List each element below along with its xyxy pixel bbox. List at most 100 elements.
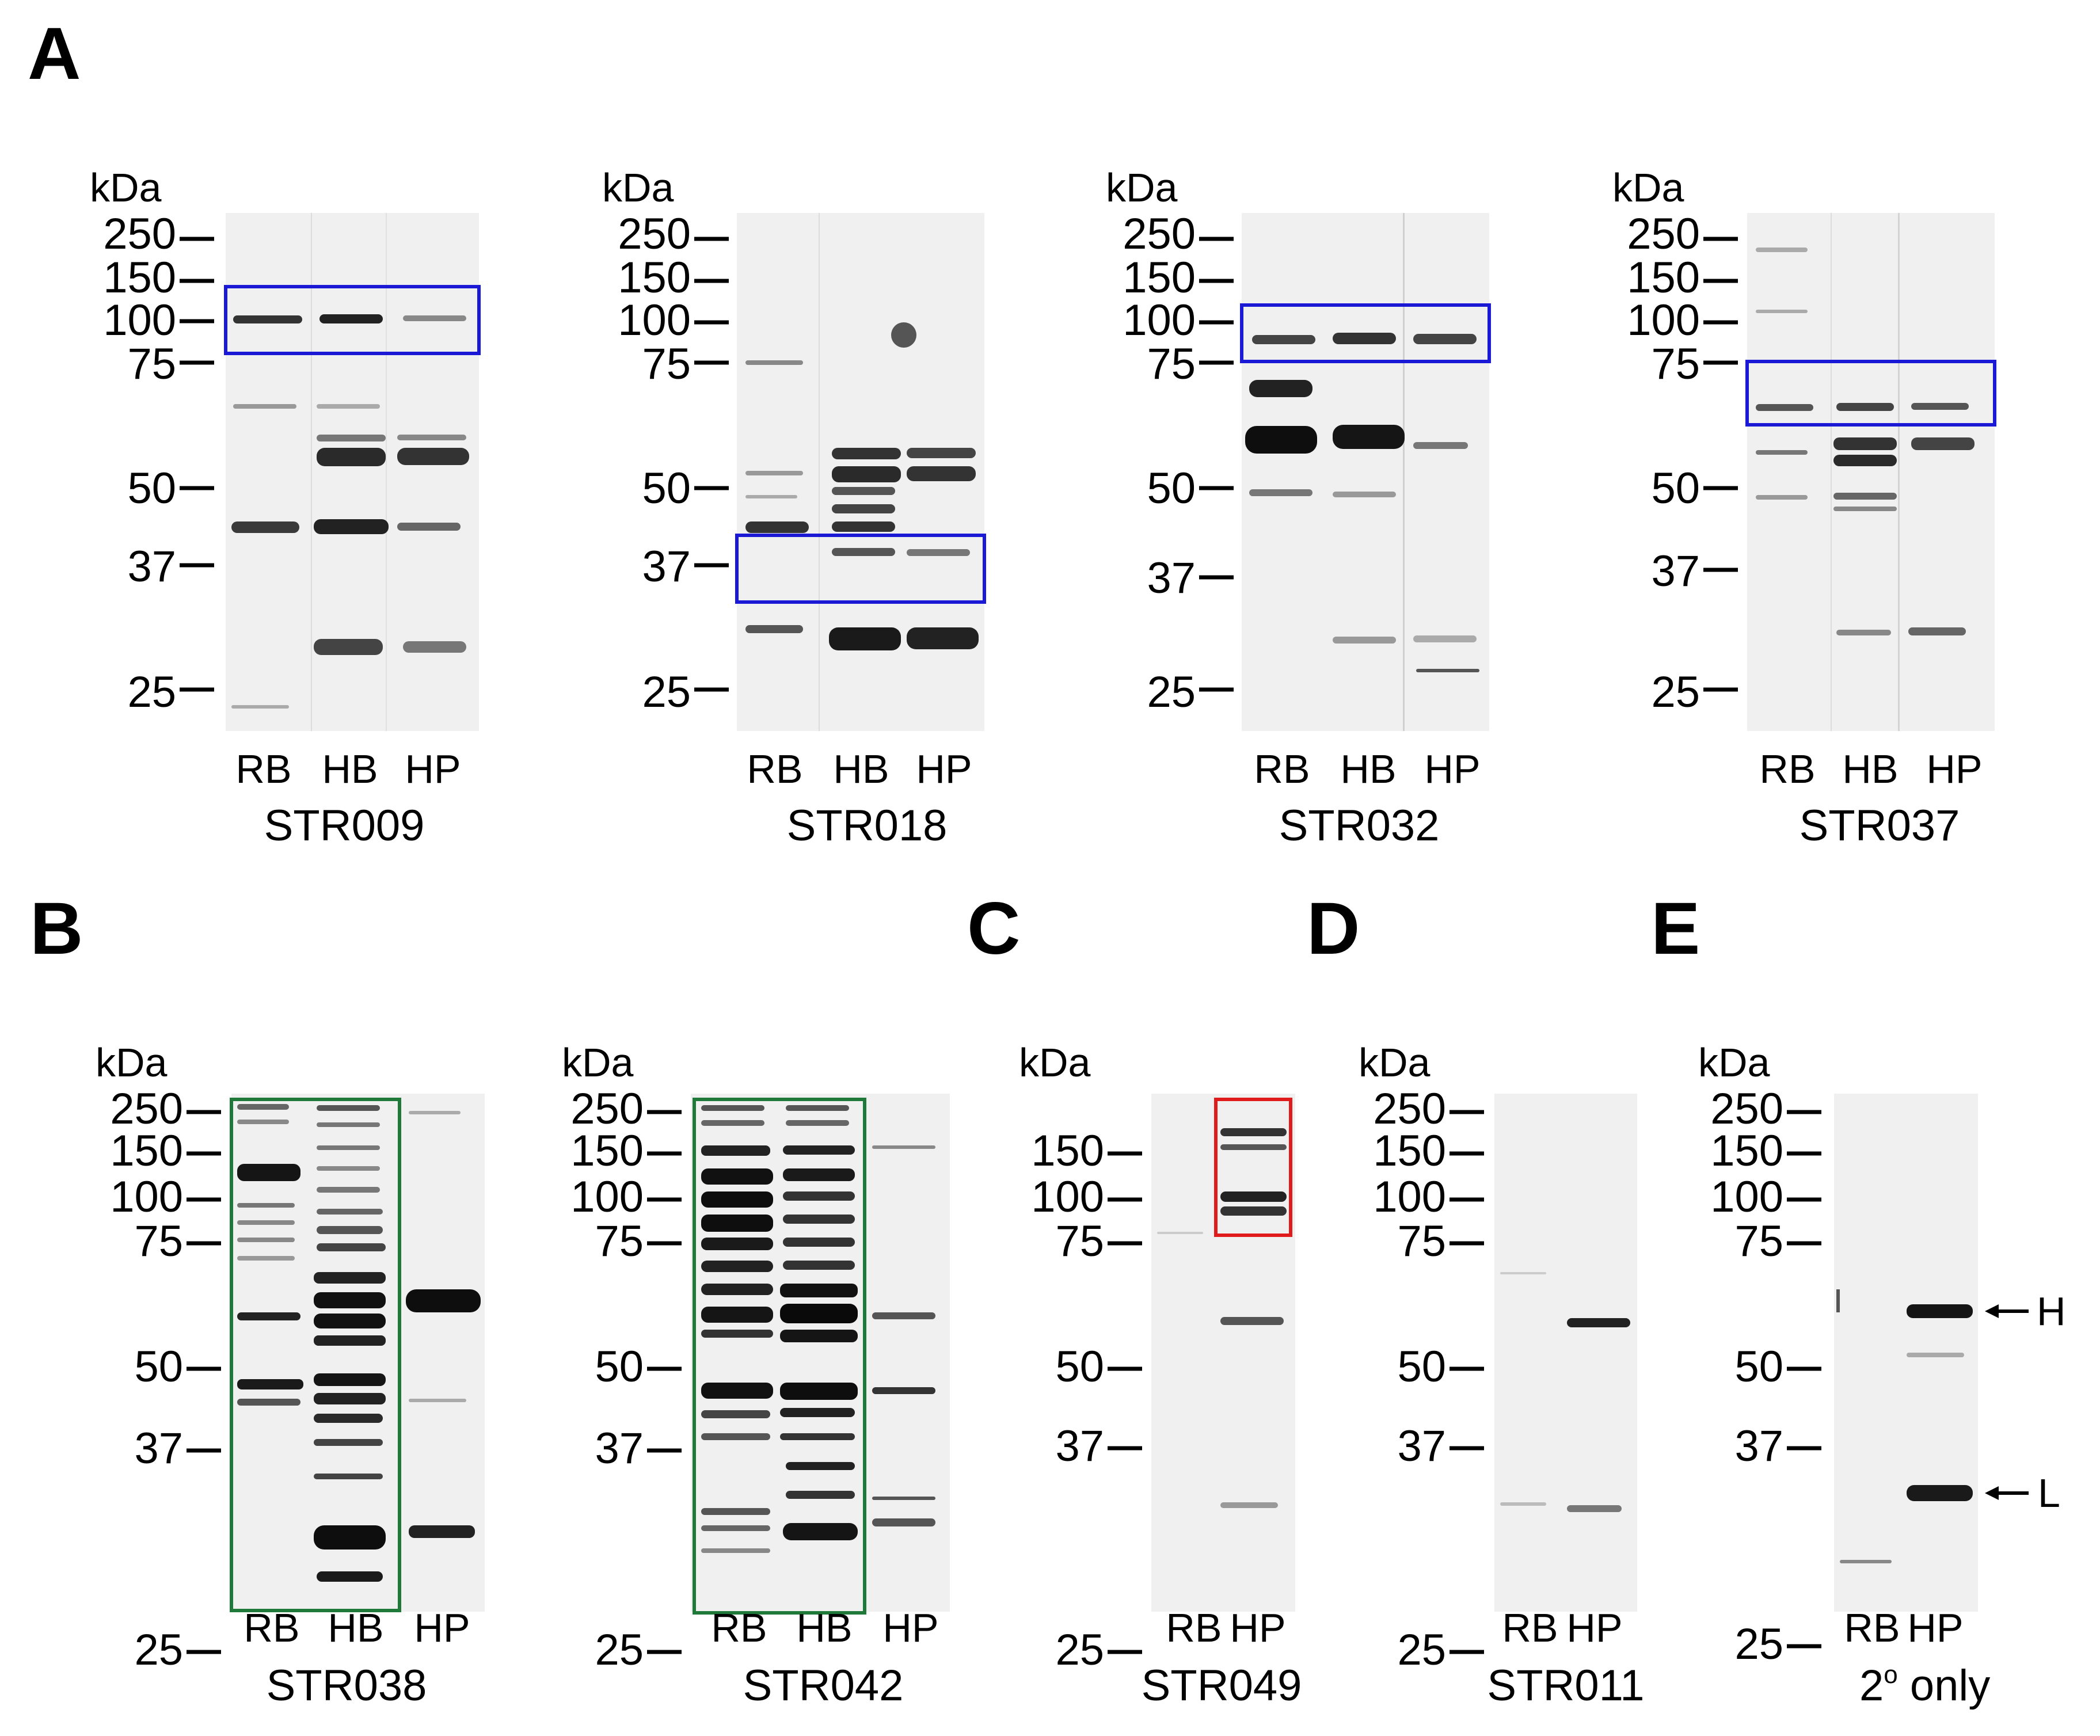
svg-text:75: 75 <box>1397 1217 1446 1266</box>
svg-text:RB: RB <box>1166 1605 1222 1650</box>
svg-text:37: 37 <box>1397 1422 1446 1471</box>
lane-labels: RB HB HP <box>244 1605 470 1650</box>
svg-text:75: 75 <box>1734 1217 1783 1266</box>
svg-text:50: 50 <box>1651 464 1700 513</box>
svg-text:25: 25 <box>595 1625 644 1674</box>
svg-text:100: 100 <box>570 1172 644 1221</box>
svg-text:37: 37 <box>1147 554 1196 603</box>
svg-text:RB: RB <box>711 1605 767 1650</box>
svg-text:150: 150 <box>1710 1126 1783 1175</box>
sample-label: STR009 <box>264 801 425 846</box>
svg-text:250: 250 <box>1710 1084 1783 1133</box>
svg-text:250: 250 <box>110 1084 183 1133</box>
blot-str032: kDa 250 150 100 75 50 <box>1097 155 1534 846</box>
svg-text:150: 150 <box>103 253 176 302</box>
sample-label: STR011 <box>1487 1661 1644 1710</box>
svg-text:50: 50 <box>642 464 691 513</box>
highlight-box <box>1240 303 1491 363</box>
svg-text:75: 75 <box>1055 1217 1104 1266</box>
svg-text:100: 100 <box>1710 1172 1783 1221</box>
blot-secondary-only: kDa 250 150 100 75 50 37 25 <box>1692 1030 2095 1733</box>
sample-label: 2o only <box>1859 1661 1990 1710</box>
svg-text:150: 150 <box>1627 253 1700 302</box>
highlight-box <box>1214 1098 1292 1237</box>
svg-text:150: 150 <box>570 1126 644 1175</box>
svg-text:50: 50 <box>127 464 176 513</box>
svg-text:25: 25 <box>127 668 176 717</box>
svg-text:25: 25 <box>1651 668 1700 717</box>
kda-label: kDa <box>1698 1040 1770 1085</box>
bands <box>1500 1272 1630 1512</box>
svg-text:37: 37 <box>642 542 691 591</box>
svg-text:150: 150 <box>1123 253 1196 302</box>
lane-labels: RB HB HP <box>1254 747 1480 791</box>
mw-markers: 250 150 100 75 50 37 25 <box>103 210 214 717</box>
bands <box>745 322 979 650</box>
svg-text:150: 150 <box>1373 1126 1446 1175</box>
panel-letter-e: E <box>1651 888 1700 970</box>
kda-label: kDa <box>96 1040 168 1085</box>
svg-text:37: 37 <box>1055 1422 1104 1471</box>
highlight-box <box>693 1098 866 1615</box>
membrane <box>1242 213 1489 731</box>
svg-text:H: H <box>2037 1289 2066 1334</box>
svg-text:37: 37 <box>127 542 176 591</box>
bands <box>1157 1128 1287 1508</box>
arrow-light-chain: L <box>1985 1471 2060 1516</box>
kda-label: kDa <box>1359 1040 1431 1085</box>
svg-text:HP: HP <box>1926 747 1982 791</box>
svg-text:25: 25 <box>1055 1625 1104 1674</box>
kda-label: kDa <box>1612 165 1684 210</box>
svg-text:HB: HB <box>1340 747 1396 791</box>
svg-text:RB: RB <box>1254 747 1310 791</box>
svg-text:250: 250 <box>570 1084 644 1133</box>
svg-text:HP: HP <box>1566 1605 1622 1650</box>
svg-text:250: 250 <box>1123 210 1196 258</box>
kda-label: kDa <box>90 165 162 210</box>
svg-text:100: 100 <box>1123 296 1196 345</box>
membrane <box>1747 213 1995 731</box>
svg-text:250: 250 <box>103 210 176 258</box>
svg-text:HP: HP <box>1424 747 1480 791</box>
svg-text:50: 50 <box>1147 464 1196 513</box>
svg-text:37: 37 <box>1651 547 1700 596</box>
kda-label: kDa <box>562 1040 634 1085</box>
svg-text:RB: RB <box>235 747 291 791</box>
lane-labels: RB HB HP <box>235 747 461 791</box>
membrane <box>1151 1094 1295 1612</box>
svg-text:37: 37 <box>134 1424 183 1473</box>
svg-text:100: 100 <box>103 296 176 345</box>
svg-text:HB: HB <box>328 1605 383 1650</box>
panel-letter-a: A <box>28 13 81 95</box>
blot-str037: kDa 250 150 100 75 <box>1603 155 2041 846</box>
blot-str042: kDa <box>553 1030 967 1733</box>
highlight-box <box>1745 360 1996 427</box>
svg-text:RB: RB <box>1502 1605 1558 1650</box>
svg-text:L: L <box>2038 1471 2060 1516</box>
svg-text:50: 50 <box>1734 1342 1783 1391</box>
svg-text:HP: HP <box>1907 1605 1963 1650</box>
panel-letter-c: C <box>967 888 1021 970</box>
svg-text:37: 37 <box>1734 1422 1783 1471</box>
mw-markers: 250 150 100 75 50 37 25 <box>570 1084 682 1674</box>
blot-str009: kDa 250 150 100 <box>81 155 518 846</box>
svg-text:100: 100 <box>618 296 691 345</box>
highlight-box <box>224 285 481 355</box>
svg-text:HP: HP <box>405 747 461 791</box>
sample-label: STR037 <box>1800 801 1960 846</box>
svg-text:150: 150 <box>110 1126 183 1175</box>
svg-text:HP: HP <box>414 1605 470 1650</box>
svg-text:HB: HB <box>322 747 378 791</box>
blot-str011: kDa 250 150 100 75 50 37 25 RB HP <box>1353 1030 1652 1733</box>
svg-text:250: 250 <box>618 210 691 258</box>
svg-text:50: 50 <box>1397 1342 1446 1391</box>
mw-markers: 250 150 100 75 50 37 25 <box>618 210 729 717</box>
svg-text:75: 75 <box>134 1217 183 1266</box>
svg-text:75: 75 <box>1147 340 1196 389</box>
svg-text:HB: HB <box>796 1605 852 1650</box>
mw-markers: 250 150 100 75 50 37 25 <box>1627 210 1738 717</box>
svg-text:100: 100 <box>110 1172 183 1221</box>
sample-label: STR038 <box>267 1661 427 1710</box>
svg-text:HP: HP <box>882 1605 938 1650</box>
svg-text:HP: HP <box>1230 1605 1285 1650</box>
